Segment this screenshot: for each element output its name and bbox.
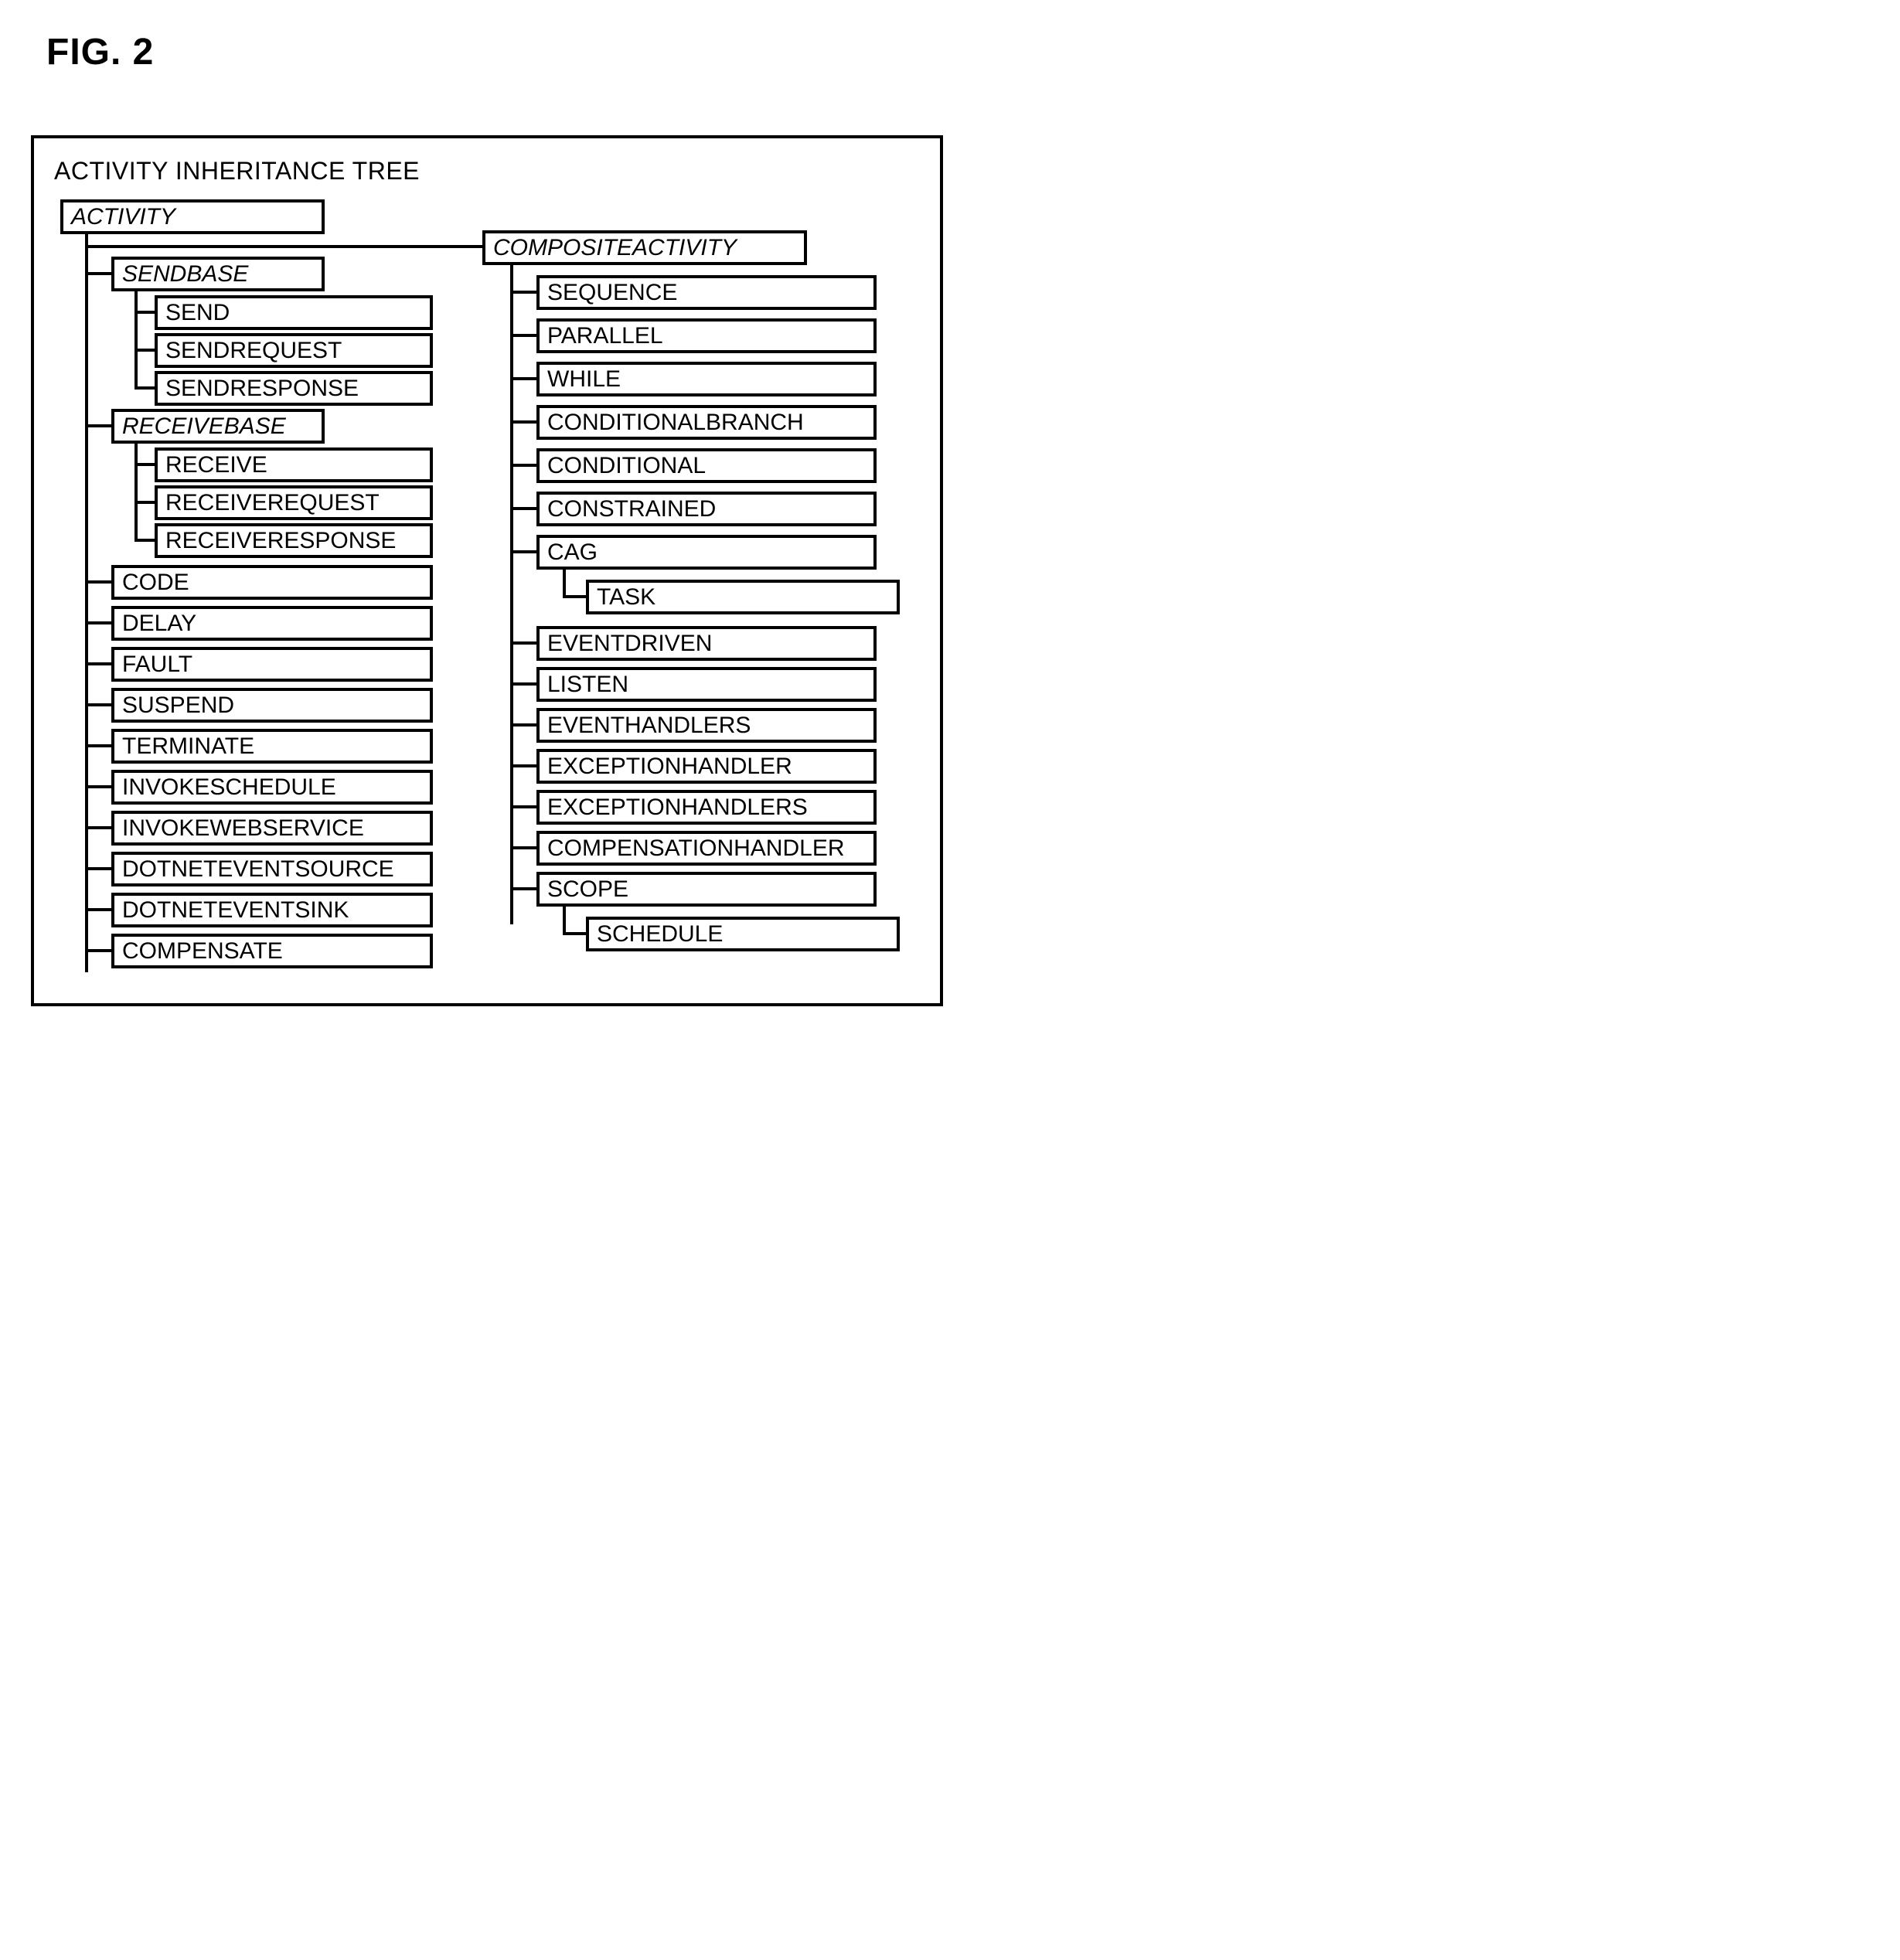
figure-label: FIG. 2 (46, 31, 1869, 73)
node-delay: DELAY (111, 606, 433, 641)
node-terminate: TERMINATE (111, 729, 433, 764)
connector (85, 949, 111, 952)
connector (85, 245, 487, 248)
connector (134, 288, 138, 386)
node-send: SEND (155, 295, 433, 330)
node-schedule: SCHEDULE (586, 917, 900, 951)
node-eventdriven: EVENTDRIVEN (536, 626, 877, 661)
connector (85, 908, 111, 911)
connector (85, 662, 111, 665)
node-invokeschedule: INVOKESCHEDULE (111, 770, 433, 805)
node-scope: SCOPE (536, 872, 877, 907)
node-listen: LISTEN (536, 667, 877, 702)
diagram-frame: ACTIVITY INHERITANCE TREE ACTIVITY SENDB… (31, 135, 943, 1006)
connector (134, 463, 155, 466)
node-receive: RECEIVE (155, 447, 433, 482)
node-fault: FAULT (111, 647, 433, 682)
node-conditional: CONDITIONAL (536, 448, 877, 483)
connector (510, 334, 536, 337)
connector (510, 550, 536, 553)
connector (134, 349, 155, 352)
node-while: WHILE (536, 362, 877, 396)
connector (85, 703, 111, 706)
connector (85, 424, 111, 427)
connector (563, 595, 586, 598)
connector (510, 420, 536, 424)
node-receiverequest: RECEIVEREQUEST (155, 485, 433, 520)
connector (510, 377, 536, 380)
composite-subtree: COMPOSITEACTIVITY SEQUENCE PARALLEL WHIL… (482, 199, 931, 957)
connector (85, 580, 111, 584)
connector (85, 826, 111, 829)
connector (510, 507, 536, 510)
connector (563, 932, 586, 935)
node-sendrequest: SENDREQUEST (155, 333, 433, 368)
connector (510, 846, 536, 849)
connector (134, 386, 155, 390)
node-parallel: PARALLEL (536, 318, 877, 353)
connector (85, 621, 111, 624)
node-sendbase: SENDBASE (111, 257, 325, 291)
connector (510, 764, 536, 767)
connector (510, 887, 536, 890)
node-exceptionhandler: EXCEPTIONHANDLER (536, 749, 877, 784)
node-sequence: SEQUENCE (536, 275, 877, 310)
connector (85, 230, 88, 972)
node-compositeactivity: COMPOSITEACTIVITY (482, 230, 807, 265)
connector (510, 723, 536, 726)
connector (85, 785, 111, 788)
node-receiveresponse: RECEIVERESPONSE (155, 523, 433, 558)
node-code: CODE (111, 565, 433, 600)
connector (134, 539, 155, 542)
node-task: TASK (586, 580, 900, 614)
node-dotneteventsource: DOTNETEVENTSOURCE (111, 852, 433, 886)
connector (510, 641, 536, 645)
activity-subtree: ACTIVITY SENDBASE SEND SENDREQUEST SENDR… (49, 199, 482, 980)
connector (85, 272, 111, 275)
node-activity: ACTIVITY (60, 199, 325, 234)
tree-columns: ACTIVITY SENDBASE SEND SENDREQUEST SENDR… (49, 199, 924, 980)
connector (510, 291, 536, 294)
panel-title: ACTIVITY INHERITANCE TREE (54, 157, 924, 185)
node-suspend: SUSPEND (111, 688, 433, 723)
node-cag: CAG (536, 535, 877, 570)
connector (85, 867, 111, 870)
node-constrained: CONSTRAINED (536, 492, 877, 526)
connector (510, 464, 536, 467)
node-dotneteventsink: DOTNETEVENTSINK (111, 893, 433, 927)
node-invokewebservice: INVOKEWEBSERVICE (111, 811, 433, 846)
node-eventhandlers: EVENTHANDLERS (536, 708, 877, 743)
connector (563, 903, 566, 935)
connector (134, 440, 138, 539)
connector (510, 682, 536, 686)
node-conditionalbranch: CONDITIONALBRANCH (536, 405, 877, 440)
connector (510, 261, 513, 924)
node-compensationhandler: COMPENSATIONHANDLER (536, 831, 877, 866)
node-sendresponse: SENDRESPONSE (155, 371, 433, 406)
node-receivebase: RECEIVEBASE (111, 409, 325, 444)
connector (134, 501, 155, 504)
node-compensate: COMPENSATE (111, 934, 433, 968)
connector (85, 744, 111, 747)
connector (563, 566, 566, 598)
connector (510, 805, 536, 808)
node-exceptionhandlers: EXCEPTIONHANDLERS (536, 790, 877, 825)
connector (134, 311, 155, 314)
